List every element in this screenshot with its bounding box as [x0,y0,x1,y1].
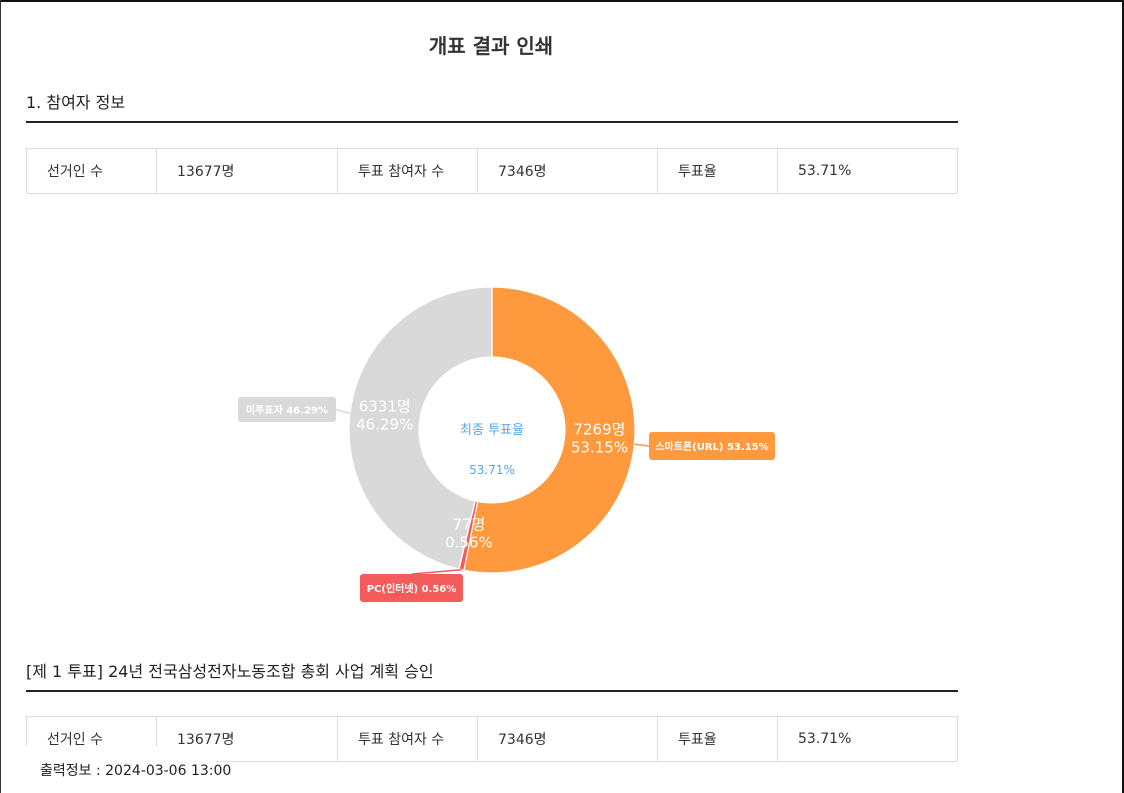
legend-box-pc [360,574,463,602]
slice-percent-label-pc: 0.56% [445,534,493,552]
slice-count-label-nonvoter: 6331명 [359,397,411,415]
turnout-donut-chart: 7269명 53.15% 77명 0.56% 6331명 46.29% 스마트폰(URL)… [0,220,982,640]
page-border-right [1122,0,1124,793]
section-title-participants: 1. 참여자 정보 [26,89,958,123]
page-border-top [0,0,1124,2]
participants-value: 7346명 [477,716,658,762]
legend-box-smartphone [649,432,775,460]
legend-box-nonvoter [238,397,336,422]
voters-value: 13677명 [156,716,338,762]
page-border-left [0,0,1,793]
legend-label-pc: PC(인터넷) 0.56% [367,582,457,595]
slice-percent-label-smartphone: 53.15% [571,439,628,457]
table-row: 선거인 수 13677명 투표 참여자 수 7346명 투표율 53.71% [26,148,958,194]
participants-table: 선거인 수 13677명 투표 참여자 수 7346명 투표율 53.71% [26,148,958,194]
turnout-label: 투표율 [657,148,778,194]
donut-slice-nonvoter[interactable] [348,286,493,570]
page-title: 개표 결과 인쇄 [428,34,554,58]
participants-value: 7346명 [477,148,658,194]
print-info-text: 출력정보 : 2024-03-06 13:00 [40,763,232,779]
center-value: 53.71% [469,463,515,477]
voters-value: 13677명 [156,148,338,194]
slice-count-label-smartphone: 7269명 [573,421,625,439]
voters-label: 선거인 수 [26,148,157,194]
turnout-value: 53.71% [777,148,958,194]
participants-label: 투표 참여자 수 [337,716,478,762]
legend-label-smartphone: 스마트폰(URL) 53.15% [655,440,768,453]
connector-smartphone [634,443,650,447]
print-info-footer: 출력정보 : 2024-03-06 13:00 [26,746,231,793]
connector-pc [411,568,462,575]
donut-slice-smartphone[interactable] [463,286,636,574]
connector-nonvoter [335,408,351,415]
section-title-vote-1: [제 1 투표] 24년 전국삼성전자노동조합 총회 사업 계획 승인 [26,658,958,692]
turnout-value: 53.71% [777,716,958,762]
turnout-label: 투표율 [657,716,778,762]
slice-percent-label-nonvoter: 46.29% [356,415,413,433]
slice-count-label-pc: 77명 [452,516,485,534]
legend-label-nonvoter: 미투표자 46.29% [246,404,328,417]
center-title: 최종 투표율 [460,423,524,438]
participants-label: 투표 참여자 수 [337,148,478,194]
